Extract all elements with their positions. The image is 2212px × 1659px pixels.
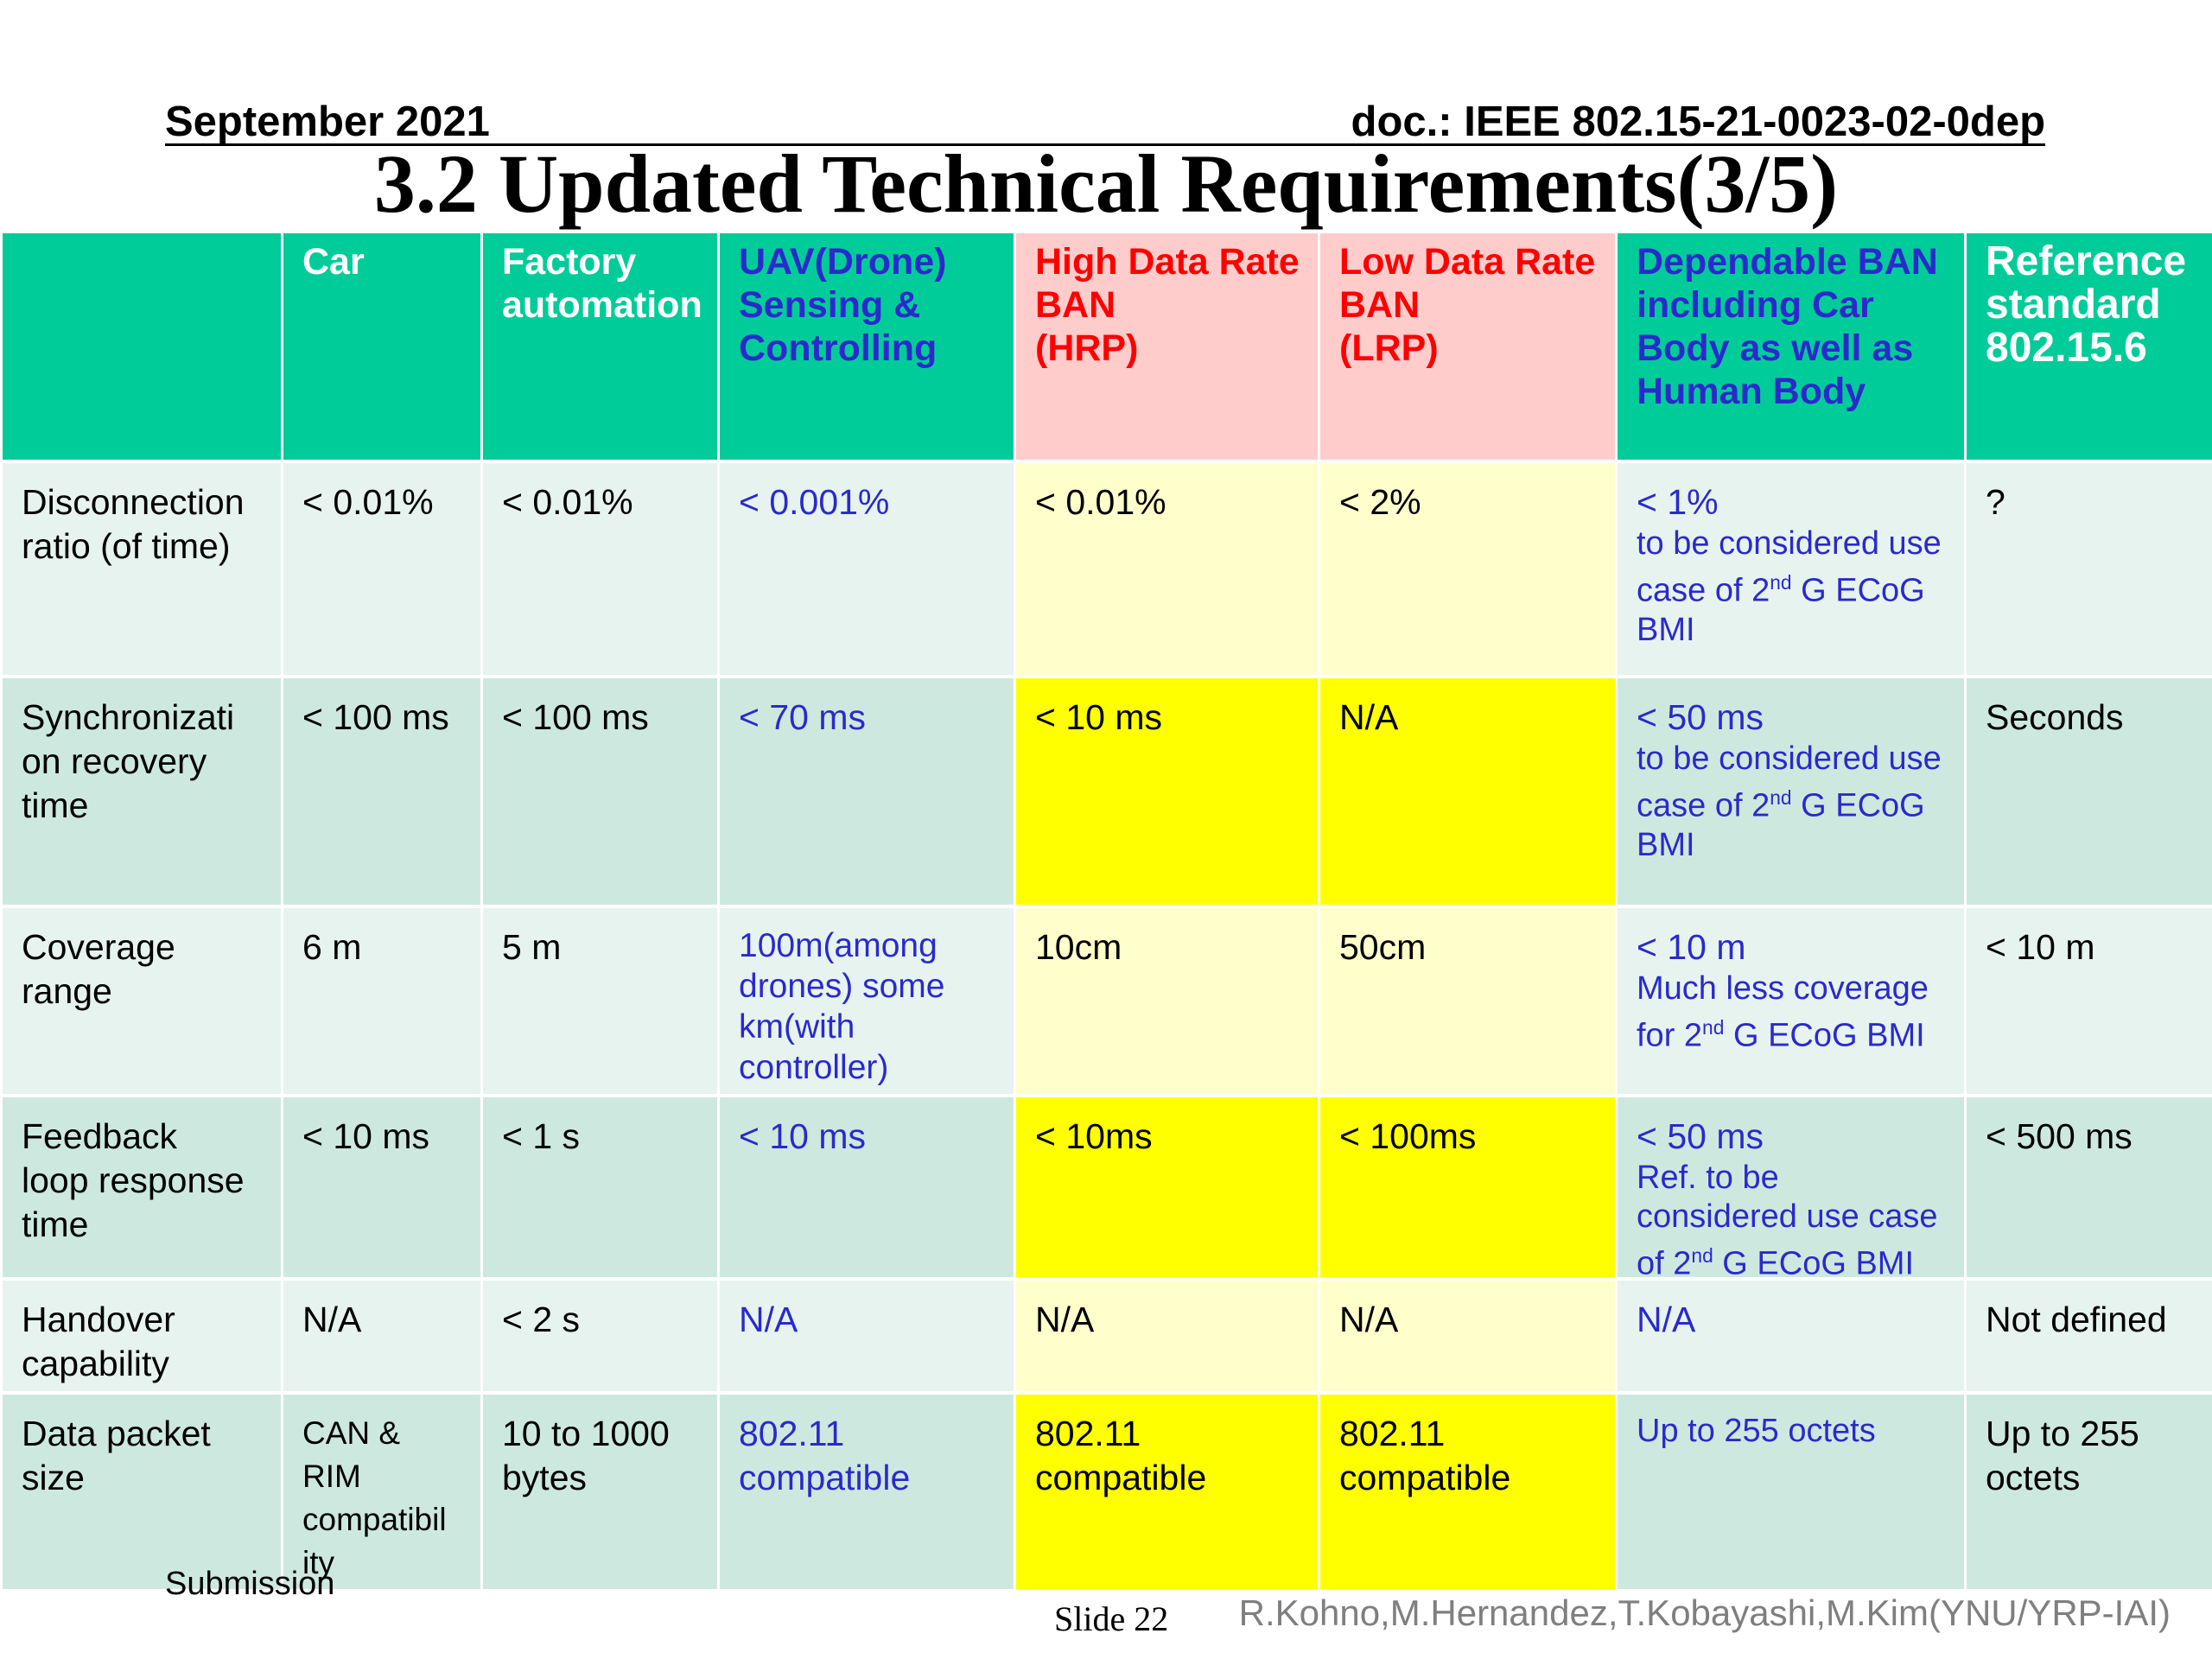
cell-car: N/A	[283, 1281, 480, 1391]
header-cell-car: Car	[283, 233, 480, 460]
header-cell-empty	[3, 233, 281, 460]
cell-lrp: N/A	[1320, 678, 1615, 905]
dependable-note: Much less coverage for 2nd G ECoG BMI	[1637, 970, 1929, 1054]
header-divider	[165, 143, 2045, 146]
cell-uav: < 0.001%	[720, 463, 1014, 675]
cell-reference: < 500 ms	[1967, 1097, 2212, 1277]
cell-uav: 802.11 compatible	[720, 1395, 1014, 1589]
dependable-value: < 50 ms	[1637, 697, 1764, 737]
cell-factory: < 2 s	[483, 1281, 717, 1391]
cell-hrp: < 0.01%	[1016, 463, 1318, 675]
cell-uav: < 70 ms	[720, 678, 1014, 905]
row-label-feedback-loop: Feedback loop response time	[3, 1097, 281, 1277]
cell-dependable: < 10 m Much less coverage for 2nd G ECoG…	[1618, 908, 1964, 1094]
cell-hrp: N/A	[1016, 1281, 1318, 1391]
cell-hrp: < 10 ms	[1016, 678, 1318, 905]
row-label-sync-recovery: Synchronizati on recovery time	[3, 678, 281, 905]
cell-factory: 10 to 1000 bytes	[483, 1395, 717, 1589]
cell-dependable: Up to 255 octets	[1618, 1395, 1964, 1589]
header-doc-id: doc.: IEEE 802.15-21-0023-02-0dep	[1351, 99, 2045, 145]
header-cell-lrp: Low Data Rate BAN (LRP)	[1320, 233, 1615, 460]
dependable-note: to be considered use case of 2nd G ECoG …	[1637, 525, 1942, 648]
cell-car: < 10 ms	[283, 1097, 480, 1277]
cell-uav: N/A	[720, 1281, 1014, 1391]
cell-factory: 5 m	[483, 908, 717, 1094]
cell-car: < 100 ms	[283, 678, 480, 905]
header-cell-uav: UAV(Drone) Sensing & Controlling	[720, 233, 1014, 460]
requirements-table: Car Factory automation UAV(Drone) Sensin…	[3, 233, 2212, 1589]
header-cell-hrp: High Data Rate BAN (HRP)	[1016, 233, 1318, 460]
cell-car: CAN & RIM compatibil ity	[283, 1395, 480, 1589]
header-cell-factory: Factory automation	[483, 233, 717, 460]
cell-lrp: 50cm	[1320, 908, 1615, 1094]
dependable-value: < 10 m	[1637, 927, 1746, 967]
cell-dependable: N/A	[1618, 1281, 1964, 1391]
cell-reference: ?	[1967, 463, 2212, 675]
cell-hrp: 10cm	[1016, 908, 1318, 1094]
slide-title: 3.2 Updated Technical Requirements(3/5)	[373, 137, 1839, 230]
cell-hrp: 802.11 compatible	[1016, 1395, 1318, 1589]
cell-hrp: < 10ms	[1016, 1097, 1318, 1277]
cell-uav: < 10 ms	[720, 1097, 1014, 1277]
row-label-packet-size: Data packet size	[3, 1395, 281, 1589]
cell-factory: < 0.01%	[483, 463, 717, 675]
header-date: September 2021	[165, 99, 490, 145]
cell-lrp: < 2%	[1320, 463, 1615, 675]
header-cell-dependable-ban: Dependable BAN including Car Body as wel…	[1618, 233, 1964, 460]
row-label-disconnection: Disconnection ratio (of time)	[3, 463, 281, 675]
cell-uav: 100m(among drones) some km(with controll…	[720, 908, 1014, 1094]
cell-factory: < 1 s	[483, 1097, 717, 1277]
cell-car: < 0.01%	[283, 463, 480, 675]
cell-dependable: < 1% to be considered use case of 2nd G …	[1618, 463, 1964, 675]
footer-authors: R.Kohno,M.Hernandez,T.Kobayashi,M.Kim(YN…	[1238, 1592, 2171, 1633]
header-cell-reference: Reference standard 802.15.6	[1967, 233, 2212, 460]
cell-reference: Up to 255 octets	[1967, 1395, 2212, 1589]
cell-car: 6 m	[283, 908, 480, 1094]
cell-dependable: < 50 ms to be considered use case of 2nd…	[1618, 678, 1964, 905]
dependable-value: < 1%	[1637, 482, 1719, 522]
row-label-coverage: Coverage range	[3, 908, 281, 1094]
dependable-note: to be considered use case of 2nd G ECoG …	[1637, 741, 1942, 863]
dependable-note: Ref. to be considered use case of 2nd G …	[1637, 1160, 1938, 1277]
cell-lrp: 802.11 compatible	[1320, 1395, 1615, 1589]
dependable-value: < 50 ms	[1637, 1116, 1764, 1156]
row-label-handover: Handover capability	[3, 1281, 281, 1391]
cell-reference: Seconds	[1967, 678, 2212, 905]
cell-factory: < 100 ms	[483, 678, 717, 905]
cell-reference: Not defined	[1967, 1281, 2212, 1391]
cell-dependable: < 50 ms Ref. to be considered use case o…	[1618, 1097, 1964, 1277]
cell-reference: < 10 m	[1967, 908, 2212, 1094]
footer-submission: Submission	[165, 1566, 335, 1602]
footer-slide-number: Slide 22	[1054, 1599, 1169, 1638]
cell-lrp: < 100ms	[1320, 1097, 1615, 1277]
cell-lrp: N/A	[1320, 1281, 1615, 1391]
